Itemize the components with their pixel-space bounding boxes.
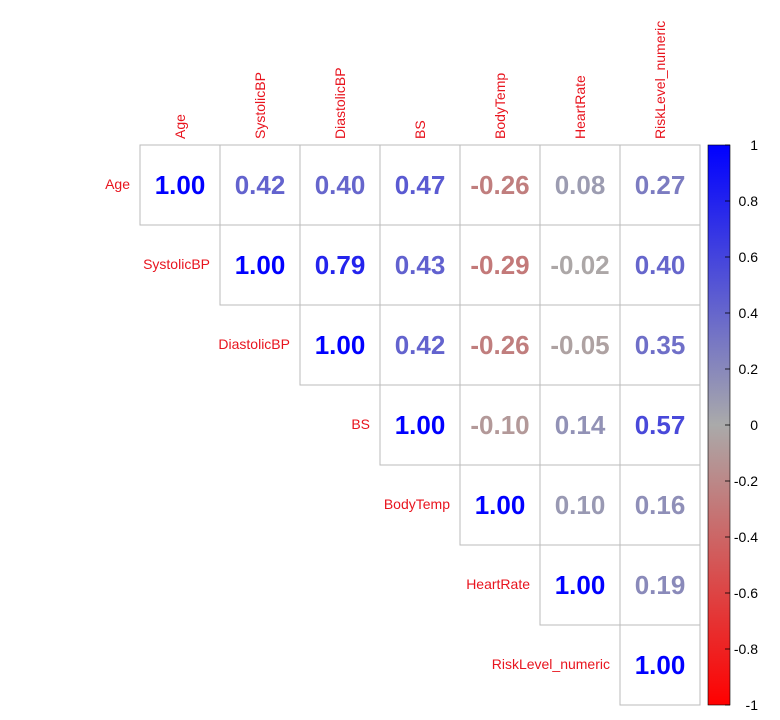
- cell-value-diastolicbp-bs: 0.42: [395, 330, 446, 360]
- cell-value-bs-bs: 1.00: [395, 410, 446, 440]
- cell-bs-risklevel-numeric: [619, 384, 701, 466]
- column-label-age: Age: [172, 114, 188, 139]
- column-label-risklevel-numeric: RiskLevel_numeric: [652, 21, 668, 139]
- cell-value-bodytemp-risklevel-numeric: 0.16: [635, 490, 686, 520]
- colorbar-ticks: 1 0.8 0.6 0.4 0.2 0 -0.2 -0.4 -0.6 -0.8 -1: [725, 137, 758, 713]
- cell-value-diastolicbp-diastolicbp: 1.00: [315, 330, 366, 360]
- cell-bodytemp-risklevel-numeric: [619, 464, 701, 546]
- cell-value-age-systolicbp: 0.42: [235, 170, 286, 200]
- colorbar-tick-label: 1: [750, 137, 758, 153]
- cell-diastolicbp-risklevel-numeric: [619, 304, 701, 386]
- cell-value-risklevel-numeric-risklevel-numeric: 1.00: [635, 650, 686, 680]
- row-label-bodytemp: BodyTemp: [384, 496, 450, 512]
- cell-diastolicbp-diastolicbp: [299, 304, 381, 386]
- cell-bodytemp-heartrate: [539, 464, 621, 546]
- cell-value-bs-risklevel-numeric: 0.57: [635, 410, 686, 440]
- cell-diastolicbp-bodytemp: [459, 304, 541, 386]
- cell-heartrate-risklevel-numeric: [619, 544, 701, 626]
- cell-bs-bodytemp: [459, 384, 541, 466]
- row-labels: Age SystolicBP DiastolicBP BS BodyTemp HeartR…: [105, 176, 610, 672]
- matrix-cells: 1.00 0.42 0.40 0.47 -0.26 0.08 0.27 1.00 0.79 0.4…: [139, 144, 701, 706]
- colorbar-tick-label: -1: [746, 697, 759, 713]
- cell-age-heartrate: [539, 144, 621, 226]
- cell-value-age-bodytemp: -0.26: [470, 170, 529, 200]
- column-label-heartrate: HeartRate: [572, 75, 588, 139]
- cell-systolicbp-risklevel-numeric: [619, 224, 701, 306]
- column-label-bs: BS: [412, 120, 428, 139]
- cell-value-bodytemp-heartrate: 0.10: [555, 490, 606, 520]
- cell-value-systolicbp-heartrate: -0.02: [550, 250, 609, 280]
- cell-age-bodytemp: [459, 144, 541, 226]
- cell-value-age-heartrate: 0.08: [555, 170, 606, 200]
- cell-value-systolicbp-bs: 0.43: [395, 250, 446, 280]
- cell-diastolicbp-bs: [379, 304, 461, 386]
- colorbar-tick-label: 0.8: [739, 193, 759, 209]
- cell-diastolicbp-heartrate: [539, 304, 621, 386]
- column-label-bodytemp: BodyTemp: [492, 73, 508, 139]
- colorbar-tick-label: 0: [750, 417, 758, 433]
- cell-value-diastolicbp-risklevel-numeric: 0.35: [635, 330, 686, 360]
- cell-value-age-risklevel-numeric: 0.27: [635, 170, 686, 200]
- colorbar-tick-label: -0.8: [734, 641, 758, 657]
- cell-age-age: [139, 144, 221, 226]
- colorbar: 1 0.8 0.6 0.4 0.2 0 -0.2 -0.4 -0.6 -0.8 -1: [707, 137, 758, 713]
- cell-value-systolicbp-systolicbp: 1.00: [235, 250, 286, 280]
- row-label-bs: BS: [351, 416, 370, 432]
- column-labels: Age SystolicBP DiastolicBP BS BodyTemp HeartR…: [172, 21, 668, 139]
- cell-bs-heartrate: [539, 384, 621, 466]
- cell-value-systolicbp-bodytemp: -0.29: [470, 250, 529, 280]
- row-label-systolicbp: SystolicBP: [143, 256, 210, 272]
- column-label-systolicbp: SystolicBP: [252, 72, 268, 139]
- cell-value-bs-bodytemp: -0.10: [470, 410, 529, 440]
- cell-value-bodytemp-bodytemp: 1.00: [475, 490, 526, 520]
- cell-value-diastolicbp-bodytemp: -0.26: [470, 330, 529, 360]
- colorbar-tick-label: 0.2: [739, 361, 759, 377]
- cell-value-heartrate-risklevel-numeric: 0.19: [635, 570, 686, 600]
- cell-bodytemp-bodytemp: [459, 464, 541, 546]
- cell-value-age-diastolicbp: 0.40: [315, 170, 366, 200]
- row-label-diastolicbp: DiastolicBP: [218, 336, 290, 352]
- colorbar-tick-label: 0.4: [739, 305, 759, 321]
- cell-bs-bs: [379, 384, 461, 466]
- cell-risklevel-numeric-risklevel-numeric: [619, 624, 701, 706]
- cell-value-systolicbp-diastolicbp: 0.79: [315, 250, 366, 280]
- cell-systolicbp-heartrate: [539, 224, 621, 306]
- cell-value-diastolicbp-heartrate: -0.05: [550, 330, 609, 360]
- colorbar-tick-label: -0.6: [734, 585, 758, 601]
- cell-value-heartrate-heartrate: 1.00: [555, 570, 606, 600]
- colorbar-tick-label: -0.4: [734, 529, 758, 545]
- colorbar-tick-label: -0.2: [734, 473, 758, 489]
- cell-value-bs-heartrate: 0.14: [555, 410, 606, 440]
- row-label-risklevel-numeric: RiskLevel_numeric: [492, 656, 610, 672]
- cell-systolicbp-bs: [379, 224, 461, 306]
- cell-value-age-age: 1.00: [155, 170, 206, 200]
- cell-value-systolicbp-risklevel-numeric: 0.40: [635, 250, 686, 280]
- cell-age-risklevel-numeric: [619, 144, 701, 226]
- row-label-heartrate: HeartRate: [466, 576, 530, 592]
- column-label-diastolicbp: DiastolicBP: [332, 67, 348, 139]
- cell-systolicbp-systolicbp: [219, 224, 301, 306]
- cell-systolicbp-bodytemp: [459, 224, 541, 306]
- row-label-age: Age: [105, 176, 130, 192]
- colorbar-tick-label: 0.6: [739, 249, 759, 265]
- cell-value-age-bs: 0.47: [395, 170, 446, 200]
